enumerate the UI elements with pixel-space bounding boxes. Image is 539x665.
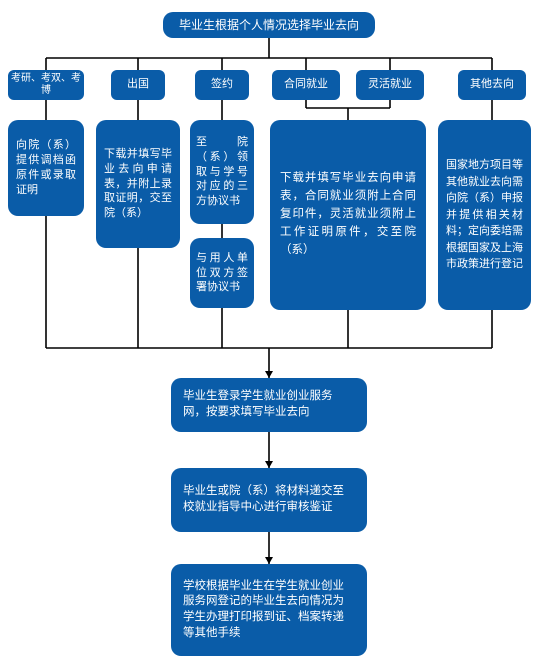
detail-label: 下载并填写毕业去向申请表，合同就业须附上合同复印件，灵活就业须附上工作证明原件，… [280,170,416,259]
step-label: 毕业生或院（系）将材料递交至校就业指导中心进行审核鉴证 [183,484,355,515]
detail-node: 下载并填写毕业去向申请表，合同就业须附上合同复印件，灵活就业须附上工作证明原件，… [270,120,426,310]
arrow-icon [265,371,273,378]
detail-label: 国家地方项目等其他就业去向需向院（系）申报并提供相关材料；定向委培需根据国家及上… [446,157,523,273]
detail-label: 向院（系）提供调档函原件或录取证明 [16,138,76,197]
detail-node: 与用人单位双方签署协议书 [190,238,254,308]
category-node: 出国 [111,70,165,100]
category-label: 灵活就业 [368,78,412,91]
step-label: 学校根据毕业生在学生就业创业服务网登记的毕业生去向情况为学生办理打印报到证、档案… [183,579,355,641]
detail-label: 至 院（系）领取与学号对应的三方协议书 [196,135,248,209]
step-node: 毕业生登录学生就业创业服务网，按要求填写毕业去向 [171,378,367,432]
category-node: 合同就业 [272,70,340,100]
root-node: 毕业生根据个人情况选择毕业去向 [163,12,375,38]
detail-node: 下载并填写毕业去向申请表，并附上录取证明，交至院（系） [96,120,180,248]
detail-node: 至 院（系）领取与学号对应的三方协议书 [190,120,254,224]
detail-node: 国家地方项目等其他就业去向需向院（系）申报并提供相关材料；定向委培需根据国家及上… [438,120,531,310]
category-label: 出国 [127,78,149,91]
detail-label: 与用人单位双方签署协议书 [196,251,248,296]
category-node: 灵活就业 [356,70,424,100]
step-node: 学校根据毕业生在学生就业创业服务网登记的毕业生去向情况为学生办理打印报到证、档案… [171,564,367,656]
arrow-icon [265,461,273,468]
category-label: 其他去向 [470,78,514,91]
arrow-icon [265,557,273,564]
category-node: 其他去向 [458,70,526,100]
step-label: 毕业生登录学生就业创业服务网，按要求填写毕业去向 [183,389,355,420]
category-node: 考研、考双、考博 [8,70,84,100]
step-node: 毕业生或院（系）将材料递交至校就业指导中心进行审核鉴证 [171,468,367,532]
detail-label: 下载并填写毕业去向申请表，并附上录取证明，交至院（系） [104,147,172,221]
category-node: 签约 [195,70,249,100]
category-label: 签约 [211,78,233,91]
detail-node: 向院（系）提供调档函原件或录取证明 [8,120,84,216]
category-label: 合同就业 [284,78,328,91]
flowchart: 毕业生根据个人情况选择毕业去向 考研、考双、考博 出国 签约 合同就业 灵活就业… [8,8,531,657]
root-label: 毕业生根据个人情况选择毕业去向 [179,17,359,33]
category-label: 考研、考双、考博 [10,73,82,97]
